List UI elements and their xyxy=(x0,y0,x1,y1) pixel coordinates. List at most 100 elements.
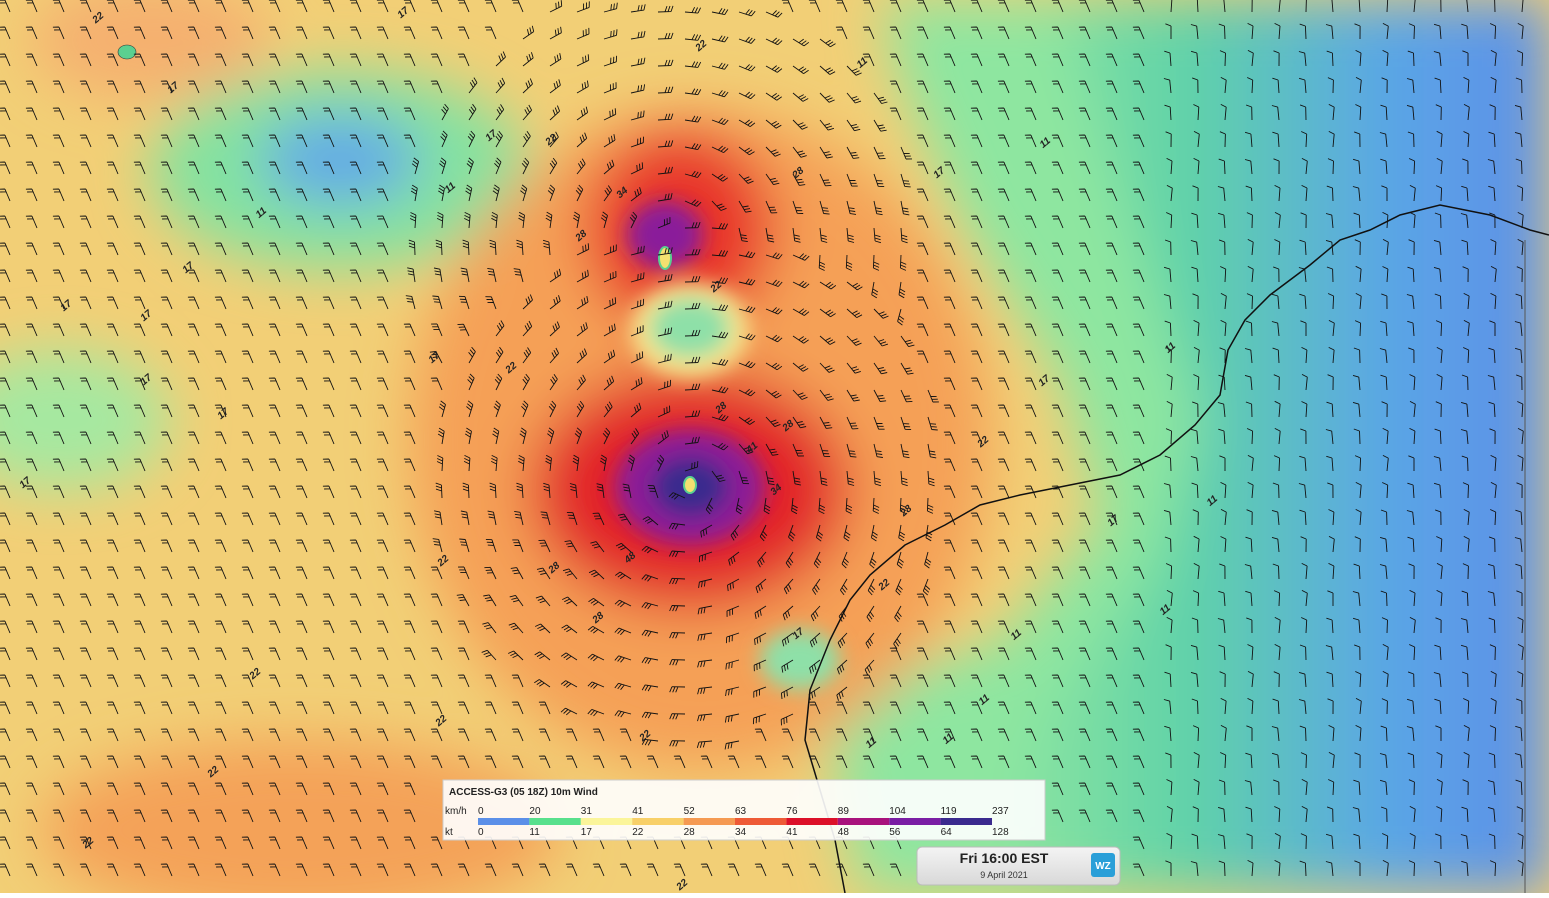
wind-barb xyxy=(808,686,821,701)
wind-barb xyxy=(1327,374,1334,391)
wind-barb xyxy=(0,674,11,688)
wind-barb xyxy=(52,431,65,445)
wind-barb xyxy=(1190,644,1199,661)
wind-barb xyxy=(133,80,146,94)
wind-barb xyxy=(1514,537,1523,553)
wind-barb xyxy=(214,377,227,391)
wind-barb xyxy=(214,323,227,337)
wind-barb xyxy=(1490,76,1497,94)
wind-barb xyxy=(1220,724,1227,742)
wind-barb xyxy=(684,34,702,41)
wind-barb xyxy=(1193,319,1200,337)
wind-barb xyxy=(1078,701,1091,715)
wind-barb xyxy=(1105,593,1118,607)
wind-barb xyxy=(349,566,362,580)
wind-barb xyxy=(1353,212,1361,229)
wind-barb xyxy=(970,431,983,445)
wind-barb xyxy=(403,0,416,13)
wind-barb xyxy=(603,55,618,67)
wind-barb xyxy=(970,593,983,607)
wind-barb xyxy=(1381,77,1388,94)
wind-barb xyxy=(970,26,983,40)
wind-barb xyxy=(889,647,902,661)
wind-barb xyxy=(1105,485,1118,499)
wind-barb xyxy=(1301,401,1308,418)
wind-barb xyxy=(1024,674,1037,688)
wind-barb xyxy=(241,350,254,364)
wind-barb xyxy=(1220,481,1227,499)
wind-barb xyxy=(403,620,416,634)
wind-barb xyxy=(79,107,92,121)
wind-barb xyxy=(52,755,65,769)
wind-barb xyxy=(214,0,227,13)
wind-barb xyxy=(560,680,578,688)
wind-barb xyxy=(52,323,65,337)
wind-barb xyxy=(1488,185,1496,202)
wind-barb xyxy=(1163,78,1172,94)
wind-barb xyxy=(25,620,38,634)
wind-barb xyxy=(1328,535,1335,553)
wind-barb xyxy=(133,512,146,526)
wind-barb xyxy=(79,404,92,418)
wind-barb xyxy=(657,140,674,148)
wind-barb xyxy=(1328,724,1335,742)
wind-barb xyxy=(160,863,173,877)
wind-barb xyxy=(431,323,443,337)
wind-barb xyxy=(896,551,904,569)
wind-barb xyxy=(754,755,767,769)
wind-barb xyxy=(187,728,200,742)
wind-barb xyxy=(1274,643,1281,661)
wind-barb xyxy=(763,497,771,515)
wind-barb xyxy=(522,52,534,67)
wind-barb xyxy=(241,26,254,40)
wind-barb xyxy=(792,443,805,457)
calm-spot xyxy=(117,44,137,60)
wind-barb xyxy=(566,511,578,526)
wind-barb xyxy=(376,539,389,553)
wind-barb xyxy=(1164,536,1172,553)
wind-barb xyxy=(1165,644,1172,661)
wind-barb xyxy=(549,26,562,40)
wind-barb xyxy=(106,620,119,634)
wind-barb xyxy=(1051,0,1064,13)
wind-barb xyxy=(79,215,92,229)
wind-barb xyxy=(435,482,443,499)
wind-barb xyxy=(1355,671,1362,688)
wind-barb xyxy=(516,482,524,499)
wind-barb xyxy=(711,304,729,312)
wind-barb xyxy=(1024,107,1037,121)
wind-barb xyxy=(1220,292,1227,310)
wind-barb xyxy=(295,80,308,94)
wind-barb xyxy=(1051,404,1064,418)
wind-barb xyxy=(349,620,362,634)
wind-barb xyxy=(819,335,836,345)
wind-barb xyxy=(561,624,578,634)
wind-barb xyxy=(837,632,848,649)
wind-barb xyxy=(900,416,912,431)
wind-barb xyxy=(997,539,1010,553)
wind-barb xyxy=(52,485,65,499)
wind-barb xyxy=(1434,212,1442,229)
wind-barb xyxy=(1132,755,1145,769)
wind-barb xyxy=(133,431,146,445)
wind-barb xyxy=(1024,593,1037,607)
wind-barb xyxy=(819,443,831,458)
wind-barb xyxy=(684,143,702,151)
wind-barb xyxy=(25,404,38,418)
wind-barb xyxy=(1354,644,1361,661)
wind-barb xyxy=(349,728,362,742)
wind-barb xyxy=(587,681,605,689)
wind-barb xyxy=(724,713,740,723)
wind-barb xyxy=(630,4,646,13)
wind-barb xyxy=(1051,53,1064,67)
wind-barb xyxy=(1051,242,1064,256)
wind-barb xyxy=(916,620,929,634)
wind-barb xyxy=(835,728,848,742)
wind-barb xyxy=(376,404,389,418)
wind-barb xyxy=(268,863,281,877)
wind-barb xyxy=(684,88,702,96)
wind-barb xyxy=(1217,618,1226,634)
wind-barb xyxy=(1436,751,1443,769)
wind-barb xyxy=(133,566,146,580)
wind-barb xyxy=(214,620,227,634)
